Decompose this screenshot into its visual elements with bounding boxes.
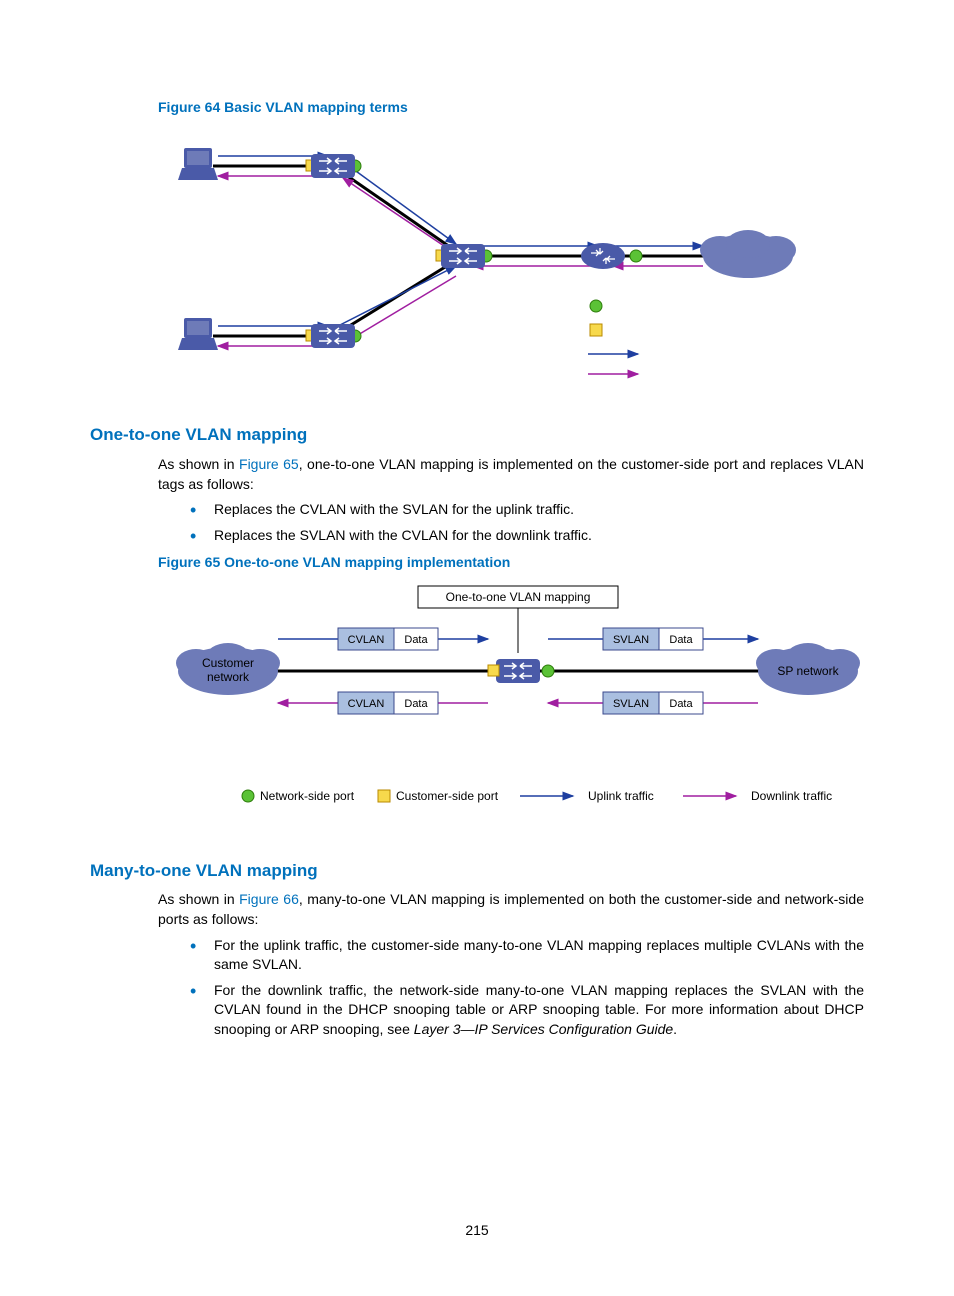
svg-text:Network-side port: Network-side port (260, 789, 355, 803)
svg-text:Downlink traffic: Downlink traffic (751, 789, 832, 803)
section-two-intro: As shown in Figure 66, many-to-one VLAN … (158, 890, 864, 929)
mapping-label: One-to-one VLAN mapping (446, 590, 591, 604)
page-number: 215 (0, 1221, 954, 1241)
svg-text:SVLAN: SVLAN (613, 634, 649, 646)
svg-text:Data: Data (404, 634, 428, 646)
figure64-diagram (158, 126, 864, 402)
list-item: For the downlink traffic, the network-si… (190, 981, 864, 1040)
svg-text:Data: Data (669, 634, 693, 646)
figure65-caption: Figure 65 One-to-one VLAN mapping implem… (158, 553, 864, 573)
svg-text:Uplink traffic: Uplink traffic (588, 789, 654, 803)
svg-text:CVLAN: CVLAN (348, 634, 385, 646)
section-one-bullets: Replaces the CVLAN with the SVLAN for th… (190, 500, 864, 545)
doc-ref: Layer 3—IP Services Configuration Guide (414, 1021, 673, 1037)
figure66-link[interactable]: Figure 66 (239, 891, 299, 907)
figure65-diagram: One-to-one VLAN mapping Customer network… (158, 581, 864, 837)
page: Figure 64 Basic VLAN mapping terms (0, 0, 954, 1296)
text: As shown in (158, 891, 239, 907)
svg-text:Customer: Customer (202, 656, 254, 670)
list-item: Replaces the SVLAN with the CVLAN for th… (190, 526, 864, 546)
section-one-intro: As shown in Figure 65, one-to-one VLAN m… (158, 455, 864, 494)
text: . (673, 1021, 677, 1037)
svg-text:Customer-side port: Customer-side port (396, 789, 499, 803)
text: As shown in (158, 456, 239, 472)
figure64-caption: Figure 64 Basic VLAN mapping terms (158, 98, 864, 118)
svg-text:Data: Data (669, 698, 693, 710)
sp-label: SP network (777, 664, 839, 678)
list-item: For the uplink traffic, the customer-sid… (190, 936, 864, 975)
svg-text:CVLAN: CVLAN (348, 698, 385, 710)
section-two-bullets: For the uplink traffic, the customer-sid… (190, 936, 864, 1040)
svg-text:Data: Data (404, 698, 428, 710)
figure65-link[interactable]: Figure 65 (239, 456, 299, 472)
svg-text:network: network (207, 670, 250, 684)
section-one-heading: One-to-one VLAN mapping (90, 423, 864, 447)
section-two-heading: Many-to-one VLAN mapping (90, 859, 864, 883)
svg-text:SVLAN: SVLAN (613, 698, 649, 710)
list-item: Replaces the CVLAN with the SVLAN for th… (190, 500, 864, 520)
